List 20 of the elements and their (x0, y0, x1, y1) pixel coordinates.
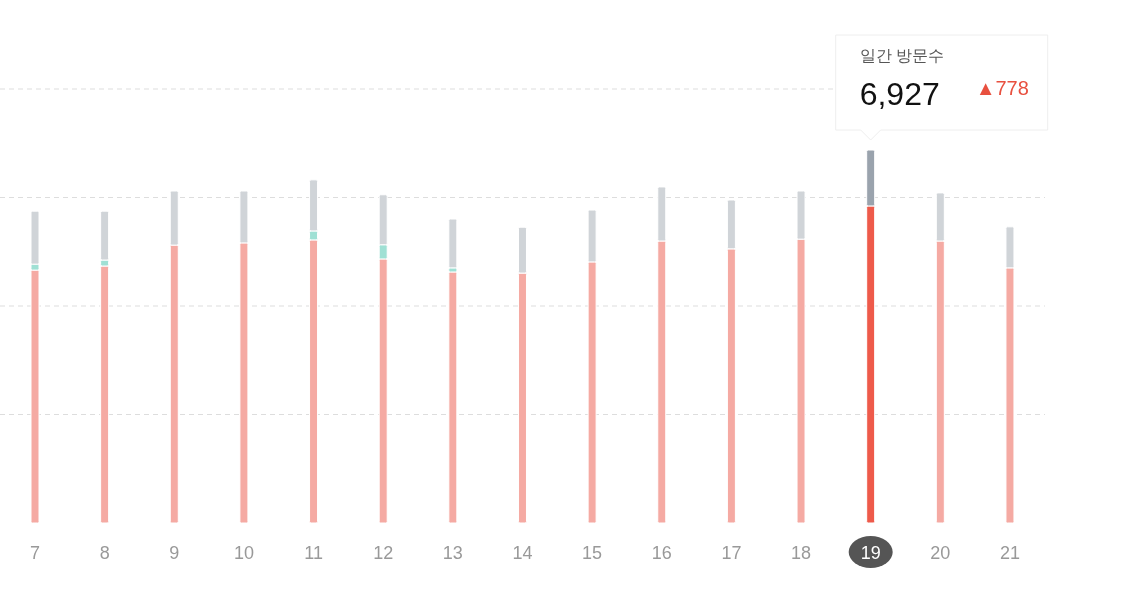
x-tick-label: 19 (860, 543, 881, 563)
bar (448, 271, 458, 524)
x-tick-label: 17 (721, 543, 742, 563)
x-tick-label: 13 (442, 543, 463, 563)
text: 일간 방문수 (859, 47, 945, 64)
x-tick-label: 11 (304, 543, 323, 563)
x-tick-label: 8 (99, 543, 110, 563)
x-tick-label: 21 (999, 543, 1020, 563)
x-tick-label: 20 (930, 543, 951, 563)
x-tick-label: 14 (512, 543, 533, 563)
x-tick-label: 15 (582, 543, 603, 563)
x-tick-label: 9 (169, 543, 180, 563)
x-tick-label: 10 (233, 543, 254, 563)
x-tick-label: 16 (651, 543, 672, 563)
x-tick-label: 18 (791, 543, 812, 563)
text: ▲778 (975, 77, 1029, 99)
x-tick-label: 7 (29, 543, 41, 563)
x-tick-label: 12 (373, 543, 394, 563)
text: 6,927 (859, 76, 940, 112)
bar (448, 218, 458, 269)
